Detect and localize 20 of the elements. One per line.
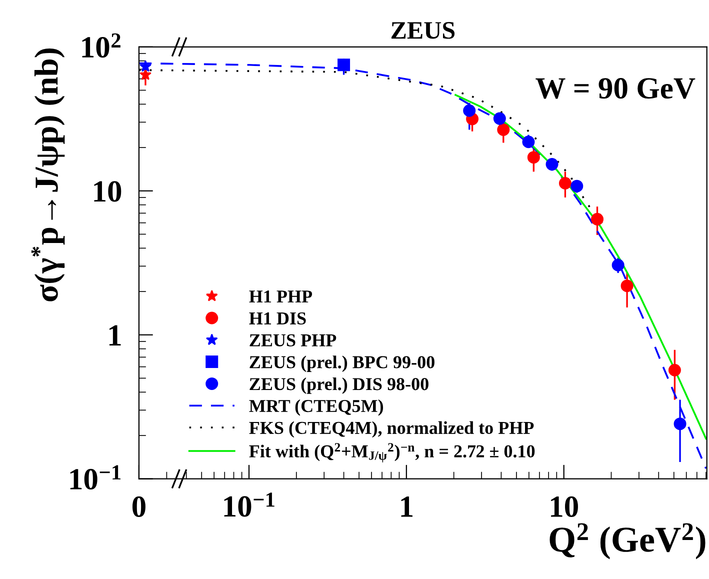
y-tick-label: 10$^{−1}$: [70, 465, 120, 490]
annotation: W = 90 GeV: [536, 78, 696, 99]
x-tick-label: 0: [132, 496, 146, 518]
chart-title: ZEUS: [391, 22, 455, 39]
y-tick-label: 10: [94, 181, 122, 202]
legend-label: ZEUS (prel.) DIS 98-00: [250, 377, 428, 394]
legend-label: ZEUS PHP: [250, 334, 336, 346]
y-axis-title: σ(γ$^{*}$p→J/ψp) (nb): [31, 48, 65, 302]
x-tick-label: 10$^{−1}$: [224, 492, 274, 517]
legend-label: Fit with (Q$^{2}$+M$_{J/ψ}$$^{2}$)$^{−n}$, n = 2.72 ± 0.10: [249, 443, 535, 462]
legend-label: MRT (CTEQ5M): [249, 399, 384, 416]
legend-label: FKS (CTEQ4M), normalized to PHP: [249, 421, 534, 438]
y-tick-label: 10$^{2}$: [82, 33, 120, 58]
legend-label: H1 PHP: [249, 290, 312, 302]
y-tick-label: 1: [109, 325, 121, 346]
x-axis-title: Q$^{2}$ (GeV$^{2}$): [550, 523, 706, 560]
legend-label: ZEUS (prel.) BPC 99-00: [250, 356, 434, 372]
x-tick-label: 10: [551, 496, 578, 518]
legend-label: H1 DIS: [249, 312, 306, 324]
x-tick-label: 1: [401, 496, 412, 517]
